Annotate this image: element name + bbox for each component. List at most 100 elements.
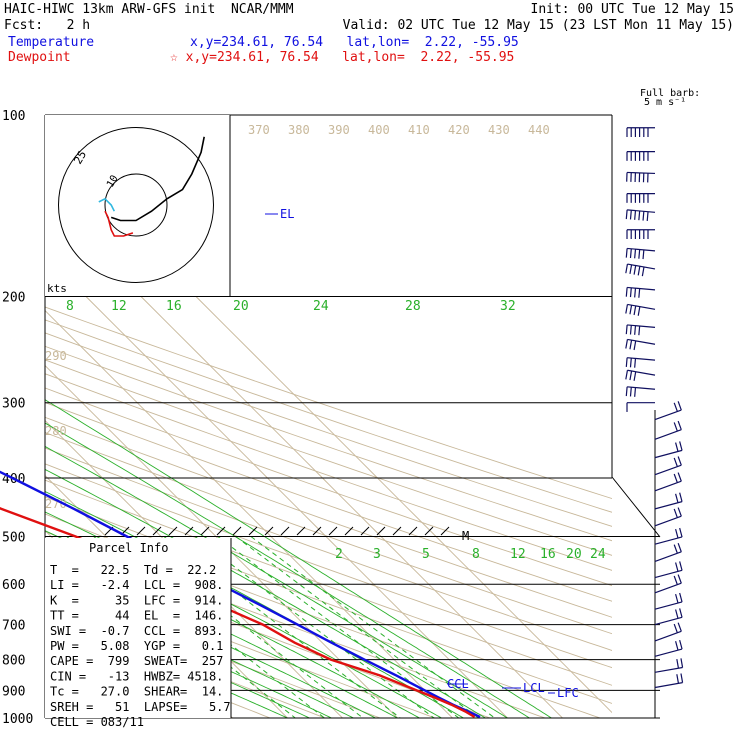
- parcel-info-row: CAPE = 799 SWEAT= 257: [50, 654, 223, 668]
- hodograph-inner-label: 10: [105, 174, 121, 190]
- dry-adiabat: [45, 115, 436, 718]
- theta-label: 370: [248, 123, 270, 137]
- pressure-label-200: 200: [2, 291, 25, 306]
- parcel-info-row: SWI = -0.7 CCL = 893.: [50, 624, 223, 638]
- wind-barb: [626, 229, 655, 240]
- moist-adiabat-label: 20: [233, 299, 249, 314]
- hatch-mark: [360, 526, 370, 536]
- dry-adiabat: [45, 115, 612, 718]
- wind-barb: [625, 286, 656, 298]
- hatch-mark: [280, 526, 290, 536]
- hatch-mark: [152, 526, 162, 536]
- moist-adiabat-label: 16: [166, 299, 182, 314]
- pressure-label-100: 100: [2, 109, 25, 124]
- parcel-info-row: Tc = 27.0 SHEAR= 14.: [50, 685, 223, 699]
- hatch-mark: [344, 526, 354, 536]
- moist-adiabat-label: 28: [405, 299, 421, 314]
- wind-barb: [654, 507, 682, 527]
- hodograph-ring: [58, 127, 214, 283]
- dry-adiabat: [45, 115, 612, 718]
- wind-barb: [654, 622, 682, 642]
- valid-time: Valid: 02 UTC Tue 12 May 15 (23 LST Mon …: [342, 18, 734, 33]
- moist-adiabat-label: 24: [313, 299, 329, 314]
- wind-barb: [625, 263, 656, 277]
- parcel-info-row: TT = 44 EL = 146.: [50, 609, 223, 623]
- hodograph-inset: kts 25 10: [45, 115, 231, 296]
- parcel-info-row: LI = -2.4 LCL = 908.: [50, 578, 223, 592]
- dry-adiabat: [45, 115, 612, 718]
- hatch-mark: [296, 526, 306, 536]
- hodograph-units: kts: [47, 282, 67, 295]
- wind-barb: [654, 673, 684, 689]
- hatch-mark: [232, 526, 242, 536]
- pressure-label-1000: 1000: [2, 712, 33, 727]
- hatch-mark: [248, 526, 258, 536]
- barb-legend-title: Full barb:: [640, 88, 700, 99]
- right-frame: [611, 115, 661, 538]
- wind-barb: [654, 456, 682, 476]
- hatch-mark: [440, 526, 450, 536]
- theta-label: 400: [368, 123, 390, 137]
- hatch-mark: [328, 526, 338, 536]
- mixing-ratio-line: [194, 536, 435, 718]
- hodograph-near-surface: [98, 197, 116, 212]
- pressure-label-800: 800: [2, 654, 25, 669]
- hatch-mark: [424, 526, 434, 536]
- theta-label: 380: [288, 123, 310, 137]
- dry-adiabat: [45, 115, 612, 718]
- annotation-el: EL: [280, 207, 294, 221]
- wind-barb: [625, 338, 656, 351]
- dry-adiabat: [45, 115, 612, 718]
- mixing-ratio-label: 8: [472, 547, 480, 562]
- parcel-info-row: SREH = 51 LAPSE= 5.7: [50, 700, 231, 714]
- wind-barb: [654, 608, 683, 626]
- pressure-label-900: 900: [2, 684, 25, 699]
- wind-barb: [626, 171, 656, 183]
- wind-barb: [654, 639, 683, 657]
- isotherm: [45, 115, 398, 718]
- dewpoint-location: ☆ x,y=234.61, 76.54 lat,lon= 2.22, -55.9…: [170, 50, 515, 65]
- moist-adiabat: [45, 296, 332, 718]
- parcel-info-row: CELL = 083/11: [50, 715, 144, 729]
- temperature-location: x,y=234.61, 76.54 lat,lon= 2.22, -55.95: [190, 35, 519, 50]
- wind-barb: [626, 127, 655, 138]
- mixing-ratio-label: 16: [540, 547, 556, 562]
- wind-barb: [626, 151, 655, 161]
- mixing-ratio-label: 2: [335, 547, 343, 562]
- parcel-info-row: CIN = -13 HWBZ= 4518.: [50, 669, 223, 683]
- isotherm: [45, 115, 453, 718]
- mixing-ratio-line: [235, 536, 479, 718]
- annotation-lcl: LCL: [523, 681, 545, 695]
- wind-barb: [625, 386, 656, 397]
- dewpoint-legend: Dewpoint: [8, 50, 71, 65]
- wind-barb: [625, 369, 656, 381]
- hodograph-upper: [110, 136, 205, 222]
- hatch-mark: [408, 526, 418, 536]
- wind-barb: [625, 357, 656, 368]
- init-time: Init: 00 UTC Tue 12 May 15: [530, 2, 735, 17]
- hatch-mark: [184, 526, 194, 536]
- wind-barb: [626, 192, 655, 203]
- dry-adiabat: [45, 115, 612, 718]
- isotherm: [45, 115, 612, 718]
- temperature-legend: Temperature: [8, 35, 95, 50]
- dry-adiabat: [45, 115, 612, 718]
- theta-label: 430: [488, 123, 510, 137]
- mixing-ratio-label: 24: [590, 547, 606, 562]
- mixing-ratio-label: 20: [566, 547, 582, 562]
- dry-adiabat: [45, 115, 612, 718]
- barb-legend-value: 5 m s⁻¹: [644, 97, 686, 108]
- wind-barb: [654, 561, 683, 579]
- mixing-ratio-label: 12: [510, 547, 526, 562]
- moist-adiabat-label: 8: [66, 299, 74, 314]
- hatch-mark: [264, 526, 274, 536]
- dry-adiabat: [45, 115, 612, 718]
- theta-side-label: 290: [45, 349, 67, 363]
- hatch-mark: [312, 526, 322, 536]
- wind-barb: [654, 492, 683, 510]
- hodograph-lower: [104, 210, 134, 237]
- pressure-label-300: 300: [2, 397, 25, 412]
- dry-adiabat: [45, 115, 612, 718]
